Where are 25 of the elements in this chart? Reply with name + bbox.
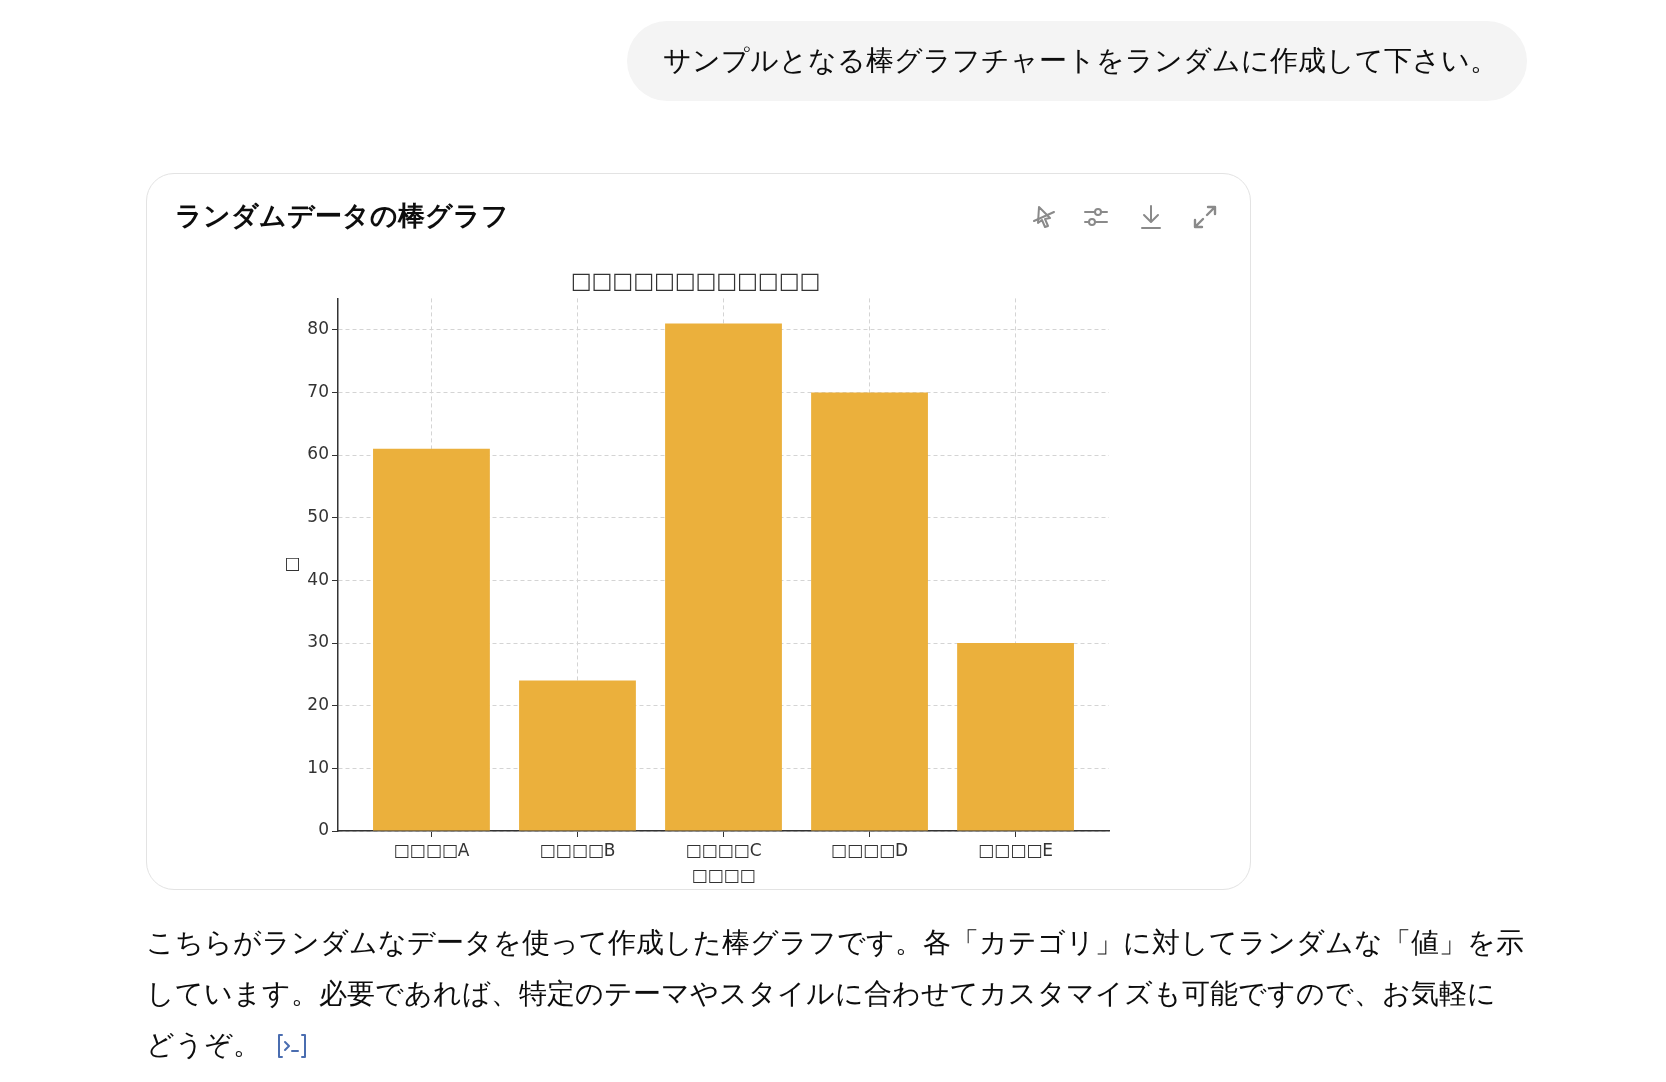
bar [519, 680, 636, 831]
bar [957, 643, 1074, 831]
x-tick-label: □□□□E [978, 839, 1054, 860]
text: サンプルとなる棒グラフチャートをランダムに作成して下さい。 [663, 43, 1498, 79]
text: こちらがランダムなデータを使って作成した棒グラフです。各「カテゴリ」に対してランダムな「値」を示しています。必要であれば、特定のテーマやスタイルに合わせてカスタマイズも可能ですので、お気軽にどうぞ。 [146, 926, 1524, 1061]
y-tick-label: 30 [307, 631, 329, 652]
x-tick-label: □□□□A [393, 839, 470, 860]
y-tick-label: 20 [307, 694, 329, 715]
chart-subtitle: □□□□□□□□□□□□ [570, 267, 821, 293]
y-tick-label: 10 [307, 756, 329, 777]
x-tick-label: □□□□D [830, 839, 909, 860]
bar [665, 323, 782, 831]
x-axis-title: □□□□ [691, 865, 756, 886]
bar [811, 392, 928, 831]
y-axis-title: □ [280, 556, 301, 573]
x-tick-label: □□□□B [539, 839, 616, 860]
y-tick-label: 70 [307, 380, 329, 401]
bar [373, 448, 490, 831]
y-tick-label: 80 [307, 318, 329, 339]
y-tick-label: 0 [318, 819, 329, 840]
y-tick-label: 50 [307, 506, 329, 527]
x-tick-label: □□□□C [685, 839, 762, 860]
y-tick-label: 40 [307, 568, 329, 589]
y-tick-label: 60 [307, 443, 329, 464]
chart-title: ランダムデータの棒グラフ [175, 200, 509, 231]
